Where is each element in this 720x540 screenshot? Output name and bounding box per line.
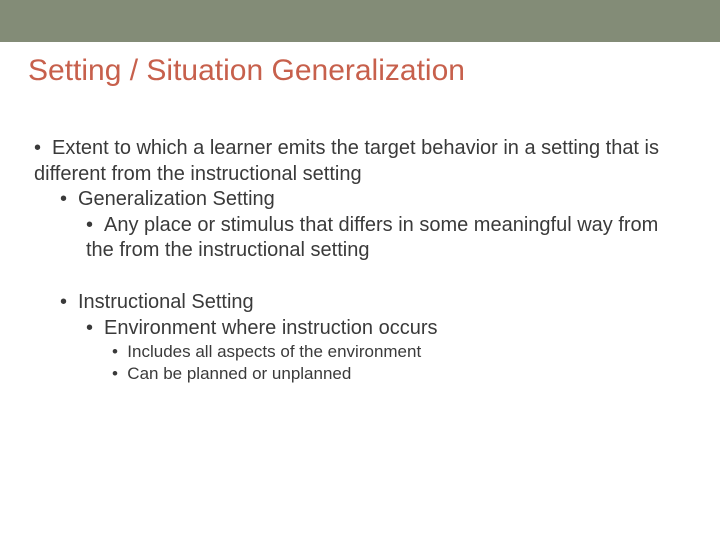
bullet-dot-icon: • bbox=[60, 187, 78, 213]
bullet-dot-icon: • bbox=[112, 363, 127, 385]
bullet-dot-icon: • bbox=[60, 290, 78, 316]
bullet-dot-icon: • bbox=[86, 316, 104, 342]
bullet-level-3: •Environment where instruction occurs bbox=[86, 316, 686, 342]
bullet-text: Any place or stimulus that differs in so… bbox=[86, 214, 658, 262]
bullet-dot-icon: • bbox=[86, 213, 104, 239]
bullet-level-2: •Generalization Setting bbox=[60, 187, 686, 213]
bullet-text: Environment where instruction occurs bbox=[104, 317, 437, 339]
bullet-level-2: •Instructional Setting bbox=[60, 290, 686, 316]
bullet-dot-icon: • bbox=[34, 136, 52, 162]
bullet-text: Includes all aspects of the environment bbox=[127, 342, 421, 361]
bullet-text: Generalization Setting bbox=[78, 188, 275, 210]
bullet-level-3: •Any place or stimulus that differs in s… bbox=[86, 213, 686, 264]
slide-title: Setting / Situation Generalization bbox=[0, 42, 720, 88]
bullet-level-4: •Includes all aspects of the environment bbox=[112, 341, 686, 363]
spacer bbox=[34, 264, 686, 290]
bullet-level-1: •Extent to which a learner emits the tar… bbox=[34, 136, 686, 187]
bullet-dot-icon: • bbox=[112, 341, 127, 363]
bullet-text: Instructional Setting bbox=[78, 291, 254, 313]
bullet-text: Can be planned or unplanned bbox=[127, 364, 351, 383]
bullet-level-4: •Can be planned or unplanned bbox=[112, 363, 686, 385]
slide-body: •Extent to which a learner emits the tar… bbox=[0, 88, 720, 385]
bullet-text: Extent to which a learner emits the targ… bbox=[34, 137, 659, 185]
header-band bbox=[0, 0, 720, 42]
